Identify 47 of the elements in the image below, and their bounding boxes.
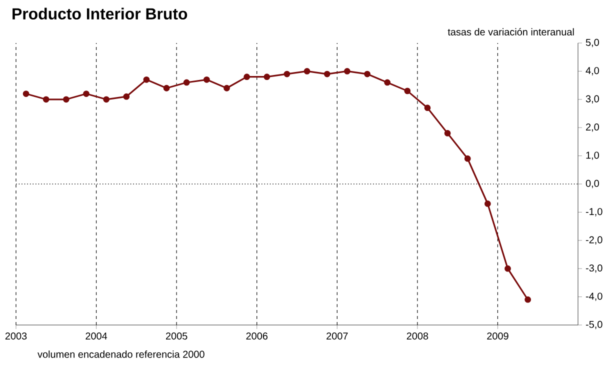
x-tick-label: 2005: [166, 332, 188, 340]
y-tick-label: 4,0: [586, 67, 599, 76]
text: volumen encadenado referencia 2000: [38, 350, 204, 358]
point: [304, 68, 310, 74]
point: [224, 84, 230, 92]
point: [163, 84, 170, 92]
y-tick-label: -1,0: [586, 208, 602, 216]
point: [103, 96, 110, 103]
point: [504, 265, 511, 272]
x-tick-label: 2009: [487, 332, 508, 340]
point: [444, 130, 451, 136]
point: [364, 70, 370, 78]
point: [324, 70, 330, 78]
point: [284, 70, 290, 78]
y-axis-title: tasas de variación interanual: [448, 28, 574, 36]
x-tick-label: 2004: [86, 332, 108, 340]
x-tick-label: 2006: [246, 332, 268, 340]
point: [183, 79, 190, 86]
x-tick-label: 2008: [406, 332, 428, 340]
chart-title: Producto Interior Bruto: [12, 8, 188, 20]
y-tick-label: 3,0: [586, 95, 599, 104]
point: [123, 93, 130, 100]
point: [83, 90, 90, 97]
point: [404, 88, 411, 94]
point: [524, 296, 532, 303]
y-tick-label: -2,0: [586, 236, 602, 245]
y-tick-label: 0,0: [586, 180, 599, 188]
point: [464, 155, 471, 162]
y-tick-label: 1,0: [586, 152, 599, 160]
y-tick-label: 5,0: [586, 38, 599, 48]
point: [62, 96, 70, 103]
point: [203, 76, 210, 83]
y-tick-label: 2,0: [586, 123, 599, 132]
point: [244, 74, 250, 80]
point: [42, 96, 50, 103]
point: [22, 90, 30, 97]
x-tick-label: 2007: [326, 332, 348, 340]
point: [264, 74, 270, 80]
point: [344, 68, 350, 74]
point: [384, 79, 391, 86]
point: [484, 200, 491, 207]
x-tick-label: 2003: [5, 332, 27, 340]
y-tick-label: -3,0: [586, 264, 602, 273]
point: [143, 76, 150, 83]
y-tick-label: -4,0: [586, 292, 602, 301]
y-tick-label: -5,0: [586, 320, 602, 330]
point: [424, 104, 431, 112]
